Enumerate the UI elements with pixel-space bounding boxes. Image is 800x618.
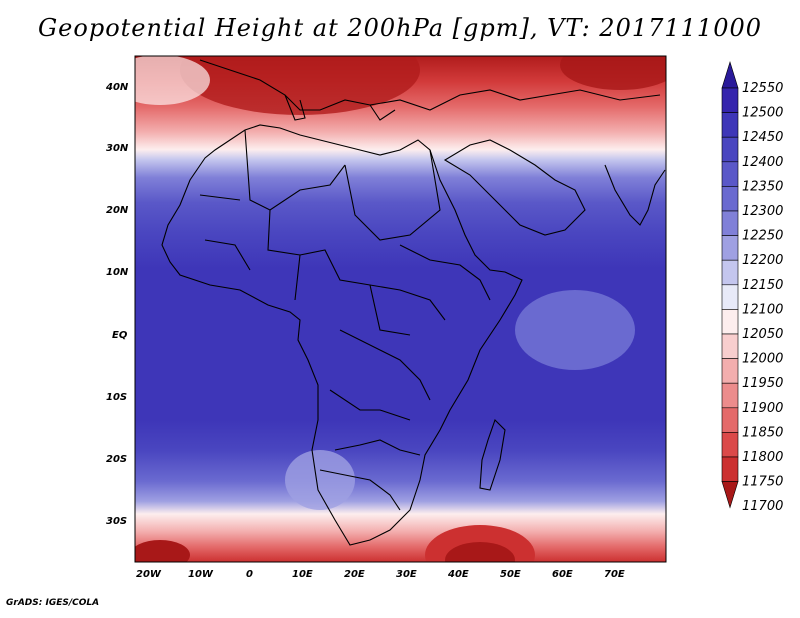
colorbar-label: 12350 — [742, 179, 783, 194]
colorbar-label: 12450 — [742, 130, 783, 145]
colorbar-label: 12500 — [742, 106, 783, 121]
colorbar-label: 12150 — [742, 278, 783, 293]
y-tick-label: 40N — [105, 82, 129, 93]
y-tick-label: 30S — [106, 516, 127, 527]
colorbar-label: 12250 — [742, 229, 783, 244]
colorbar-swatch — [721, 161, 739, 187]
colorbar-label: 12050 — [742, 327, 783, 342]
colorbar-label: 12000 — [742, 352, 783, 367]
colorbar-label: 12100 — [742, 302, 783, 317]
colorbar-swatch — [721, 235, 739, 261]
colorbar-swatch — [721, 407, 739, 433]
y-tick-label: EQ — [112, 330, 128, 341]
x-tick-label: 30E — [396, 569, 417, 580]
colorbar-label: 11950 — [742, 376, 783, 391]
x-tick-label: 70E — [604, 569, 625, 580]
x-axis: 20W 10W 0 10E 20E 30E 40E 50E 60E 70E — [136, 569, 625, 580]
colorbar-swatch — [721, 136, 739, 163]
colorbar-label: 11750 — [742, 475, 783, 490]
colorbar-min-arrow — [721, 481, 739, 509]
x-tick-label: 0 — [246, 569, 253, 580]
x-tick-label: 20W — [136, 569, 162, 580]
colorbar-swatch — [721, 382, 739, 409]
colorbar-swatch — [721, 186, 739, 212]
y-tick-label: 10N — [106, 267, 129, 278]
height-field — [135, 56, 666, 562]
x-tick-label: 50E — [500, 569, 521, 580]
colorbar-swatch — [721, 112, 739, 138]
colorbar-swatch — [721, 456, 739, 482]
colorbar-label: 11800 — [742, 450, 783, 465]
y-tick-label: 20S — [106, 454, 127, 465]
colorbar-label: 12400 — [742, 155, 783, 170]
x-tick-label: 40E — [447, 569, 469, 580]
x-tick-label: 20E — [344, 569, 365, 580]
colorbar-swatch — [721, 87, 739, 113]
colorbar-swatch — [721, 358, 739, 384]
colorbar-swatch — [721, 333, 739, 359]
x-tick-label: 10W — [188, 569, 214, 580]
colorbar-label: 11900 — [742, 401, 783, 416]
colorbar-swatch — [721, 309, 739, 335]
x-tick-label: 10E — [292, 569, 313, 580]
colorbar-label: 11850 — [742, 425, 783, 440]
colorbar-swatch — [721, 259, 739, 286]
plot-frame — [134, 55, 667, 563]
coastlines — [161, 59, 666, 546]
colorbar: 12550 12500 12450 12400 12350 12300 12250 12200… — [721, 60, 783, 514]
y-axis: 40N 30N 20N 10N EQ 10S 20S 30S — [105, 82, 129, 527]
map-title: Geopotential Height at 200hPa [gpm], VT:… — [38, 14, 762, 42]
footer-credit: GrADS: IGES/COLA — [6, 598, 100, 608]
y-tick-label: 20N — [106, 205, 129, 216]
colorbar-max-arrow — [721, 60, 739, 89]
colorbar-label: 12200 — [742, 253, 783, 268]
y-tick-label: 10S — [106, 392, 127, 403]
colorbar-label: 12300 — [742, 204, 783, 219]
colorbar-label: 11700 — [742, 499, 783, 514]
colorbar-swatch — [721, 432, 739, 458]
x-tick-label: 60E — [552, 569, 573, 580]
y-tick-label: 30N — [106, 143, 129, 154]
colorbar-swatch — [721, 210, 739, 236]
colorbar-swatch — [721, 284, 739, 310]
colorbar-label: 12550 — [742, 81, 783, 96]
